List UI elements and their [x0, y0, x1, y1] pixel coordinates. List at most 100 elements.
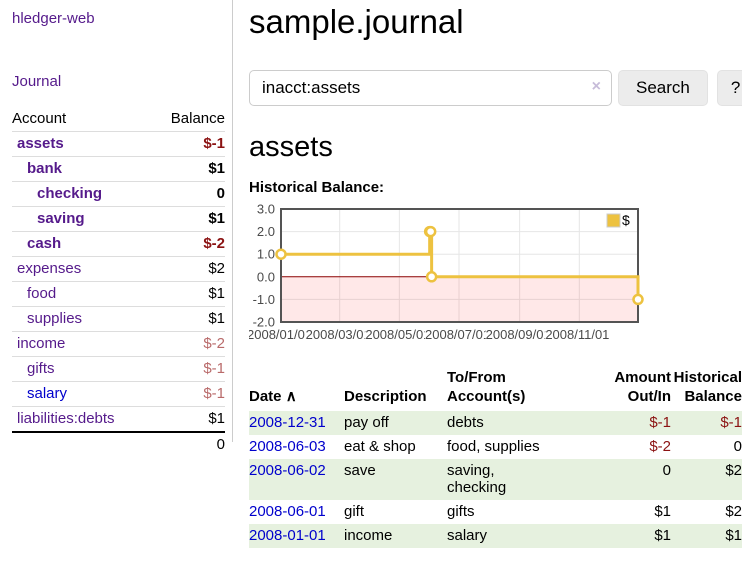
x-tick-label: 2008/09/01	[486, 327, 551, 342]
sort-ascending-icon: ∧	[285, 388, 297, 405]
account-name-cell: gifts	[12, 356, 152, 382]
accounts-cell: gifts	[447, 503, 475, 520]
register-header-balance: Historical Balance	[673, 369, 742, 405]
search-input[interactable]	[249, 70, 612, 106]
account-balance: $-1	[151, 381, 225, 407]
date-cell: 2008-06-01	[249, 500, 344, 524]
balance-cell: $2	[725, 462, 742, 479]
date-link[interactable]: 2008-01-01	[249, 527, 326, 544]
search-box: ×	[249, 70, 612, 106]
account-balance: $-1	[151, 131, 225, 157]
account-link[interactable]: supplies	[27, 310, 83, 327]
account-link[interactable]: salary	[27, 385, 68, 402]
account-name-cell: expenses	[12, 256, 152, 282]
amount-cell: 0	[662, 462, 671, 479]
amount-cell: $-2	[649, 438, 671, 455]
x-tick-label: 2008/03/01	[306, 327, 371, 342]
chart-border	[280, 208, 639, 323]
accounts-header-balance: Balance	[151, 107, 225, 132]
search-button[interactable]: Search	[618, 70, 708, 106]
search-row: × Search ?	[249, 70, 742, 106]
account-link[interactable]: cash	[27, 235, 62, 252]
account-link[interactable]: checking	[37, 185, 103, 202]
description-cell: eat & shop	[344, 438, 416, 455]
date-link[interactable]: 2008-06-02	[249, 462, 326, 479]
account-link[interactable]: bank	[27, 160, 63, 177]
description-cell: income	[344, 527, 393, 544]
negative-region	[281, 276, 638, 322]
register-row: 2008-06-01 gift gifts $1 $2	[249, 500, 742, 524]
date-link[interactable]: 2008-06-03	[249, 438, 326, 455]
account-row: expenses $2	[12, 256, 225, 282]
register-row: 2008-06-03 eat & shop food, supplies $-2 0	[249, 435, 742, 459]
date-cell: 2008-01-01	[249, 524, 344, 548]
register-header-description: Description	[344, 388, 427, 405]
account-name-cell: cash	[12, 231, 152, 257]
account-link[interactable]: income	[17, 335, 66, 352]
account-link[interactable]: saving	[37, 210, 85, 227]
data-point-marker	[424, 225, 437, 238]
account-link[interactable]: gifts	[27, 360, 55, 377]
account-row: gifts $-1	[12, 356, 225, 382]
accounts-table: Account Balance assets $-1 bank $1 checking 0…	[12, 107, 225, 457]
account-link[interactable]: liabilities:debts	[17, 410, 115, 427]
sidebar-item-journal[interactable]: Journal	[12, 73, 62, 90]
brand-link[interactable]: hledger-web	[12, 10, 95, 27]
register-header-accounts: To/From Account(s)	[447, 369, 526, 405]
date-cell: 2008-06-02	[249, 459, 344, 500]
register-header-row: Date ∧ Description To/From Account(s) Am…	[249, 366, 742, 411]
amount-cell: $1	[654, 527, 671, 544]
historical-balance-chart: $3.0 2.0 1.0 0.0 -1.0 -2.02008/01/012008/03/0…	[247, 202, 644, 342]
y-tick-label: 1.0	[257, 247, 275, 262]
account-name-cell: saving	[12, 206, 152, 232]
account-row: assets $-1	[12, 131, 225, 157]
date-link[interactable]: 2008-06-01	[249, 503, 326, 520]
account-name-cell: liabilities:debts	[12, 406, 152, 433]
y-tick-label: -1.0	[253, 292, 275, 307]
date-cell: 2008-12-31	[249, 411, 344, 435]
help-button[interactable]: ?	[716, 70, 742, 106]
account-row: supplies $1	[12, 306, 225, 332]
balance-cell: $2	[725, 503, 742, 520]
balance-cell: $1	[725, 527, 742, 544]
register-table: Date ∧ Description To/From Account(s) Am…	[249, 366, 742, 548]
account-link[interactable]: assets	[17, 135, 64, 152]
account-link[interactable]: food	[27, 285, 57, 302]
account-name-cell: income	[12, 331, 152, 357]
description-cell: pay off	[344, 414, 389, 431]
balance-cell: $-1	[720, 414, 742, 431]
x-tick-label: 2008/01/01	[249, 327, 312, 342]
date-link[interactable]: 2008-12-31	[249, 414, 326, 431]
x-tick-label: 2008/11/01	[545, 327, 609, 342]
account-name-cell: supplies	[12, 306, 152, 332]
y-tick-label: 3.0	[257, 202, 275, 217]
accounts-total-spacer	[12, 431, 152, 457]
accounts-header-account: Account	[12, 107, 152, 132]
account-link[interactable]: expenses	[17, 260, 82, 277]
account-name-cell: food	[12, 281, 152, 307]
register-row: 2008-12-31 pay off debts $-1 $-1	[249, 411, 742, 435]
accounts-header-row: Account Balance	[12, 107, 225, 132]
y-tick-label: 0.0	[257, 269, 275, 284]
account-row: salary $-1	[12, 381, 225, 407]
account-row: food $1	[12, 281, 225, 307]
balance-cell: 0	[733, 438, 742, 455]
account-balance: $-2	[151, 331, 225, 357]
account-balance: $-2	[151, 231, 225, 257]
data-point-marker	[632, 293, 644, 306]
y-tick-label: 2.0	[257, 224, 275, 239]
main-content: sample.journal × Search ? assets Histori…	[233, 0, 742, 548]
clear-search-icon[interactable]: ×	[591, 78, 601, 95]
description-cell: gift	[344, 503, 365, 520]
register-row: 2008-01-01 income salary $1 $1	[249, 524, 742, 548]
chart-title: Historical Balance:	[249, 179, 385, 196]
register-header-date[interactable]: Date ∧	[249, 366, 344, 411]
date-header-label: Date	[249, 388, 282, 405]
account-row: checking 0	[12, 181, 225, 207]
legend-label: $	[622, 212, 630, 228]
account-balance: $1	[151, 206, 225, 232]
account-name-cell: salary	[12, 381, 152, 407]
accounts-total-row: 0	[12, 431, 225, 457]
description-cell: save	[344, 462, 376, 479]
accounts-cell: saving, checking	[447, 462, 507, 496]
